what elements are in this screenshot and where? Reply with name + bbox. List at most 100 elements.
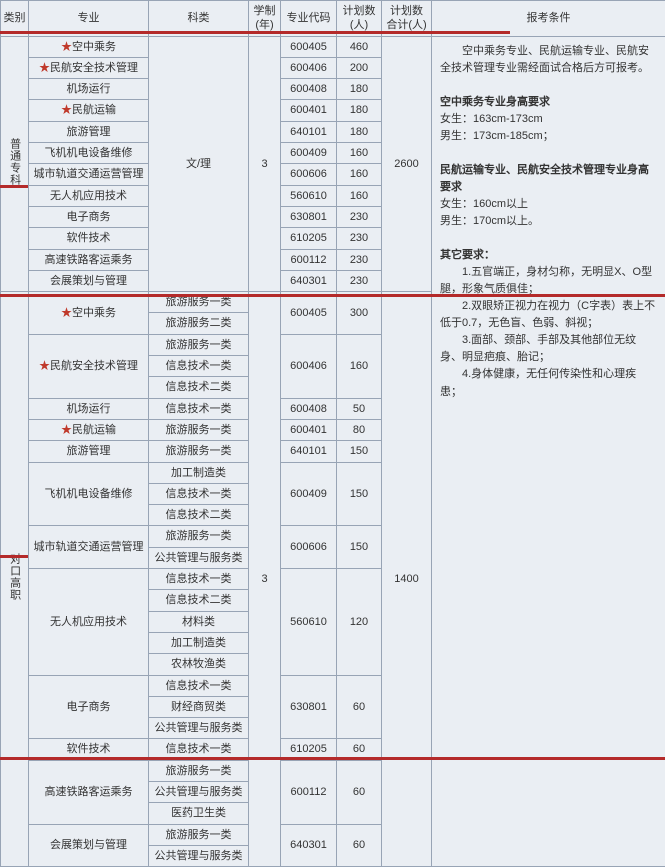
red-underline-cat2: [0, 555, 28, 558]
major-cell: 会展策划与管理: [29, 824, 149, 867]
plan-cell: 180: [337, 121, 382, 142]
plan-cell: 150: [337, 526, 382, 569]
subject-cell: 加工制造类: [149, 462, 249, 483]
major-cell: 飞机机电设备维修: [29, 462, 149, 526]
star-icon: ★: [61, 424, 72, 436]
major-cell: 会展策划与管理: [29, 270, 149, 291]
code-cell: 640101: [281, 121, 337, 142]
subject-cell: 旅游服务一类: [149, 441, 249, 462]
plan-total-cell: 2600: [382, 36, 432, 292]
subject-cell: 文/理: [149, 36, 249, 292]
plan-cell: 230: [337, 270, 382, 291]
plan-cell: 60: [337, 675, 382, 739]
code-cell: 600408: [281, 79, 337, 100]
red-underline-middle: [0, 294, 665, 297]
plan-cell: 200: [337, 57, 382, 78]
subject-cell: 信息技术二类: [149, 505, 249, 526]
code-cell: 600409: [281, 462, 337, 526]
major-cell: 电子商务: [29, 206, 149, 227]
subject-cell: 旅游服务一类: [149, 334, 249, 355]
plan-cell: 230: [337, 249, 382, 270]
subject-cell: 材料类: [149, 611, 249, 632]
major-cell: 软件技术: [29, 228, 149, 249]
major-cell: ★民航安全技术管理: [29, 334, 149, 398]
subject-cell: 财经商贸类: [149, 696, 249, 717]
code-cell: 600401: [281, 100, 337, 121]
major-cell: ★民航安全技术管理: [29, 57, 149, 78]
subject-cell: 信息技术一类: [149, 398, 249, 419]
plan-cell: 230: [337, 206, 382, 227]
major-cell: ★空中乘务: [29, 36, 149, 57]
subject-cell: 旅游服务一类: [149, 824, 249, 845]
subject-cell: 公共管理与服务类: [149, 718, 249, 739]
major-cell: 飞机机电设备维修: [29, 143, 149, 164]
red-underline-header: [0, 31, 510, 34]
star-icon: ★: [61, 104, 72, 116]
years-cell: 3: [249, 292, 281, 867]
conditions-cell: 空中乘务专业、民航运输专业、民航安全技术管理专业需经面试合格后方可报考。空中乘务…: [432, 36, 665, 867]
plan-total-cell: 1400: [382, 292, 432, 867]
plan-cell: 180: [337, 79, 382, 100]
code-cell: 560610: [281, 569, 337, 675]
major-cell: 电子商务: [29, 675, 149, 739]
code-cell: 600112: [281, 760, 337, 824]
major-cell: 无人机应用技术: [29, 185, 149, 206]
subject-cell: 旅游服务二类: [149, 313, 249, 334]
plan-cell: 120: [337, 569, 382, 675]
major-cell: ★民航运输: [29, 419, 149, 440]
code-cell: 640101: [281, 441, 337, 462]
code-cell: 640301: [281, 824, 337, 867]
code-cell: 600401: [281, 419, 337, 440]
major-cell: 城市轨道交通运营管理: [29, 526, 149, 569]
subject-cell: 信息技术一类: [149, 569, 249, 590]
plan-cell: 160: [337, 334, 382, 398]
category-cell: 对口高职: [1, 292, 29, 867]
code-cell: 600405: [281, 292, 337, 335]
years-cell: 3: [249, 36, 281, 292]
plan-cell: 50: [337, 398, 382, 419]
major-cell: 高速铁路客运乘务: [29, 249, 149, 270]
plan-cell: 230: [337, 228, 382, 249]
category-cell: 普通专科: [1, 36, 29, 292]
subject-cell: 信息技术一类: [149, 356, 249, 377]
plan-cell: 160: [337, 185, 382, 206]
subject-cell: 公共管理与服务类: [149, 547, 249, 568]
star-icon: ★: [39, 62, 50, 74]
subject-cell: 医药卫生类: [149, 803, 249, 824]
major-cell: 旅游管理: [29, 121, 149, 142]
major-cell: ★空中乘务: [29, 292, 149, 335]
plan-cell: 460: [337, 36, 382, 57]
red-underline-cat1: [0, 185, 28, 188]
code-cell: 600409: [281, 143, 337, 164]
subject-cell: 信息技术二类: [149, 590, 249, 611]
plan-cell: 60: [337, 824, 382, 867]
major-cell: ★民航运输: [29, 100, 149, 121]
major-cell: 无人机应用技术: [29, 569, 149, 675]
code-cell: 600606: [281, 526, 337, 569]
code-cell: 600405: [281, 36, 337, 57]
plan-cell: 150: [337, 441, 382, 462]
plan-cell: 60: [337, 760, 382, 824]
subject-cell: 农林牧渔类: [149, 654, 249, 675]
subject-cell: 信息技术一类: [149, 675, 249, 696]
plan-cell: 150: [337, 462, 382, 526]
code-cell: 610205: [281, 228, 337, 249]
code-cell: 600406: [281, 57, 337, 78]
subject-cell: 公共管理与服务类: [149, 845, 249, 866]
plan-cell: 180: [337, 100, 382, 121]
plan-cell: 160: [337, 143, 382, 164]
subject-cell: 公共管理与服务类: [149, 781, 249, 802]
code-cell: 630801: [281, 675, 337, 739]
star-icon: ★: [39, 360, 50, 372]
major-cell: 机场运行: [29, 398, 149, 419]
subject-cell: 信息技术一类: [149, 483, 249, 504]
plan-cell: 160: [337, 164, 382, 185]
major-cell: 城市轨道交通运营管理: [29, 164, 149, 185]
code-cell: 600606: [281, 164, 337, 185]
major-cell: 高速铁路客运乘务: [29, 760, 149, 824]
subject-cell: 加工制造类: [149, 632, 249, 653]
plan-cell: 300: [337, 292, 382, 335]
code-cell: 640301: [281, 270, 337, 291]
subject-cell: 信息技术二类: [149, 377, 249, 398]
code-cell: 600406: [281, 334, 337, 398]
